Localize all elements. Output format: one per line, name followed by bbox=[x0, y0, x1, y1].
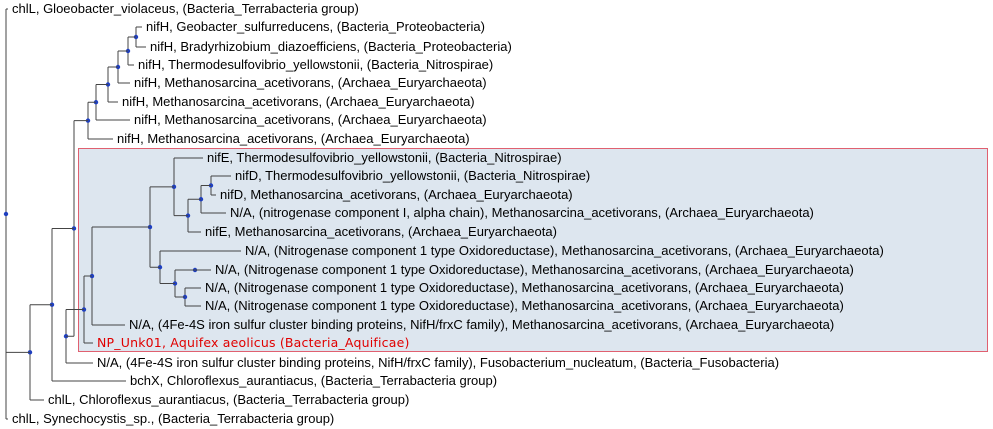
leaf-label-1: chlL, Gloeobacter_violaceus, (Bacteria_T… bbox=[12, 1, 359, 16]
leaf-label-22: chlL, Chloroflexus_aurantiacus, (Bacteri… bbox=[48, 392, 410, 407]
leaf-label-5: nifH, Methanosarcina_acetivorans, (Archa… bbox=[134, 75, 487, 90]
leaf-label-10: nifD, Thermodesulfovibrio_yellowstonii, … bbox=[235, 168, 591, 183]
leaf-label-16: N/A, (Nitrogenase component 1 type Oxido… bbox=[205, 280, 844, 295]
leaf-label-18: N/A, (4Fe-4S iron sulfur cluster binding… bbox=[129, 317, 835, 332]
leaf-label-23: chlL, Synechocystis_sp., (Bacteria_Terra… bbox=[12, 411, 335, 426]
tree-node bbox=[3, 211, 9, 217]
leaf-label-3: nifH, Bradyrhizobium_diazoefficiens, (Ba… bbox=[150, 39, 512, 54]
query-leaf-label: NP_Unk01, Aquifex aeolicus (Bacteria_Aqu… bbox=[97, 335, 410, 350]
leaf-label-15: N/A, (Nitrogenase component 1 type Oxido… bbox=[215, 262, 854, 277]
leaf-label-14: N/A, (Nitrogenase component 1 type Oxido… bbox=[245, 243, 884, 258]
clade-highlight-box bbox=[78, 148, 988, 352]
leaf-label-2: nifH, Geobacter_sulfurreducens, (Bacteri… bbox=[146, 19, 485, 34]
leaf-label-12: N/A, (nitrogenase component I, alpha cha… bbox=[230, 205, 814, 220]
leaf-label-20: N/A, (4Fe-4S iron sulfur cluster binding… bbox=[97, 355, 780, 370]
leaf-label-4: nifH, Thermodesulfovibrio_yellowstonii, … bbox=[138, 57, 494, 72]
leaf-label-13: nifE, Methanosarcina_acetivorans, (Archa… bbox=[205, 224, 557, 239]
leaf-label-17: N/A, (Nitrogenase component 1 type Oxido… bbox=[205, 298, 844, 313]
leaf-label-9: nifE, Thermodesulfovibrio_yellowstonii, … bbox=[207, 150, 562, 165]
leaf-label-8: nifH, Methanosarcina_acetivorans, (Archa… bbox=[117, 131, 470, 146]
leaf-label-21: bchX, Chloroflexus_aurantiacus, (Bacteri… bbox=[130, 373, 498, 388]
leaf-label-11: nifD, Methanosarcina_acetivorans, (Archa… bbox=[220, 187, 573, 202]
leaf-label-6: nifH, Methanosarcina_acetivorans, (Archa… bbox=[122, 94, 475, 109]
leaf-label-7: nifH, Methanosarcina_acetivorans, (Archa… bbox=[134, 112, 487, 127]
